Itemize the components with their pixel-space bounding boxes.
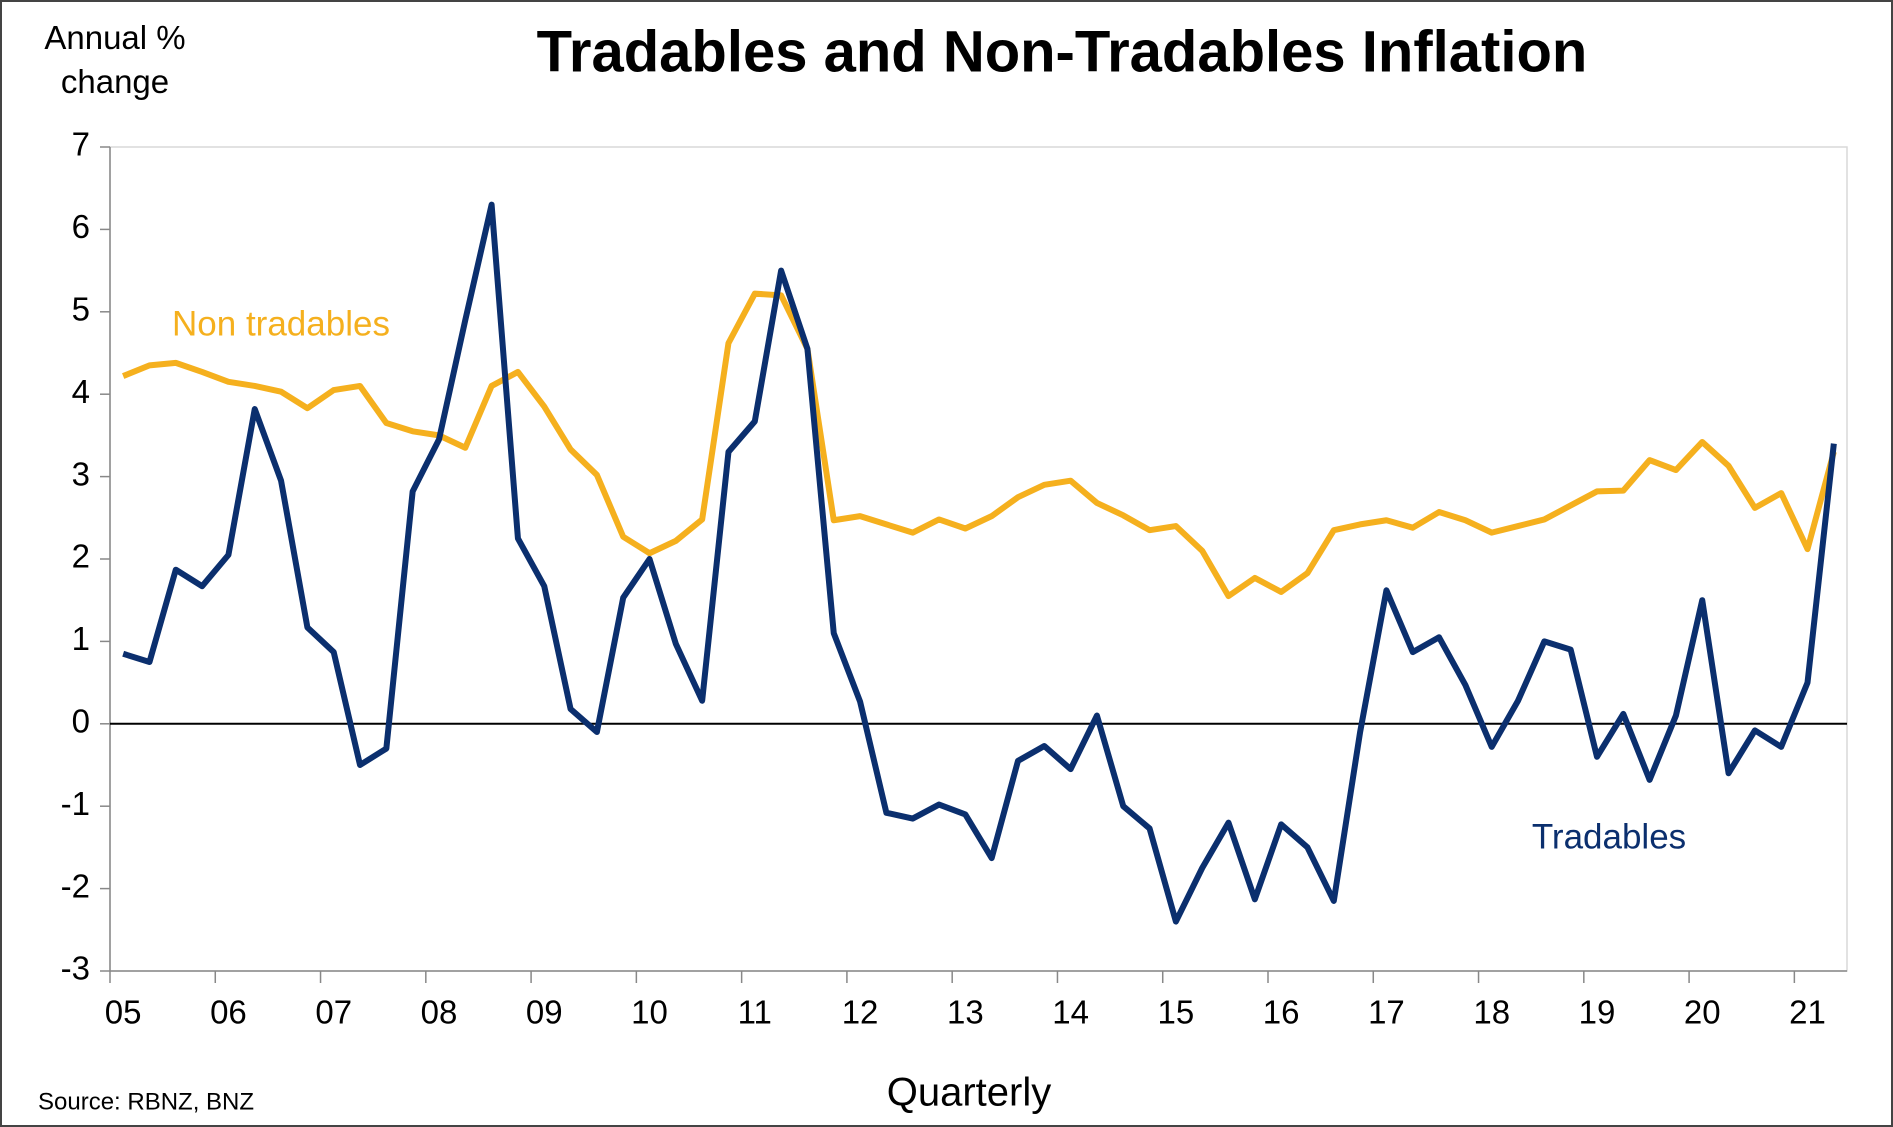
x-tick-label: 20 [1684,994,1721,1031]
x-tick-label: 17 [1368,994,1405,1031]
x-tick-label: 15 [1158,994,1195,1031]
x-tick-label: 18 [1473,994,1510,1031]
x-tick-label: 05 [105,994,142,1031]
x-tick-label: 16 [1263,994,1300,1031]
x-tick-label: 13 [947,994,984,1031]
y-tick-label: 1 [72,620,90,657]
x-tick-label: 12 [842,994,879,1031]
y-tick-label: 7 [72,126,90,163]
x-tick-label: 09 [526,994,563,1031]
series-line [122,201,1837,925]
x-tick-label: 11 [738,994,772,1031]
series-line [122,290,1837,600]
y-tick-label: 0 [72,703,90,740]
source: Source: RBNZ, BNZ [38,1088,254,1115]
y-tick-label: -3 [61,950,90,987]
x-axis-label: Quarterly [887,1071,1052,1115]
y-tick-label: 3 [72,455,90,492]
x-tick-label: 07 [315,994,352,1031]
y-tick-label: -2 [61,867,90,904]
y-axis-label-box: Annual % change [44,19,186,100]
x-tick-label: 19 [1579,994,1616,1031]
chart-title: Tradables and Non-Tradables Inflation [537,19,1588,84]
y-tick-label: -1 [61,785,90,822]
series-label: Tradables [1532,817,1686,856]
series-label: Non tradables [172,304,390,343]
y-tick-label: 2 [72,538,90,575]
x-tick-label: 21 [1789,994,1826,1031]
y-tick-label: 4 [72,373,90,410]
x-tick-label: 10 [631,994,668,1031]
x-tick-label: 14 [1052,994,1089,1031]
x-tick-label: 06 [210,994,247,1031]
y-tick-label: 6 [72,208,90,245]
y-axis-label: Annual % change [44,19,186,100]
y-tick-label: 5 [72,291,90,328]
x-tick-label: 08 [421,994,458,1031]
